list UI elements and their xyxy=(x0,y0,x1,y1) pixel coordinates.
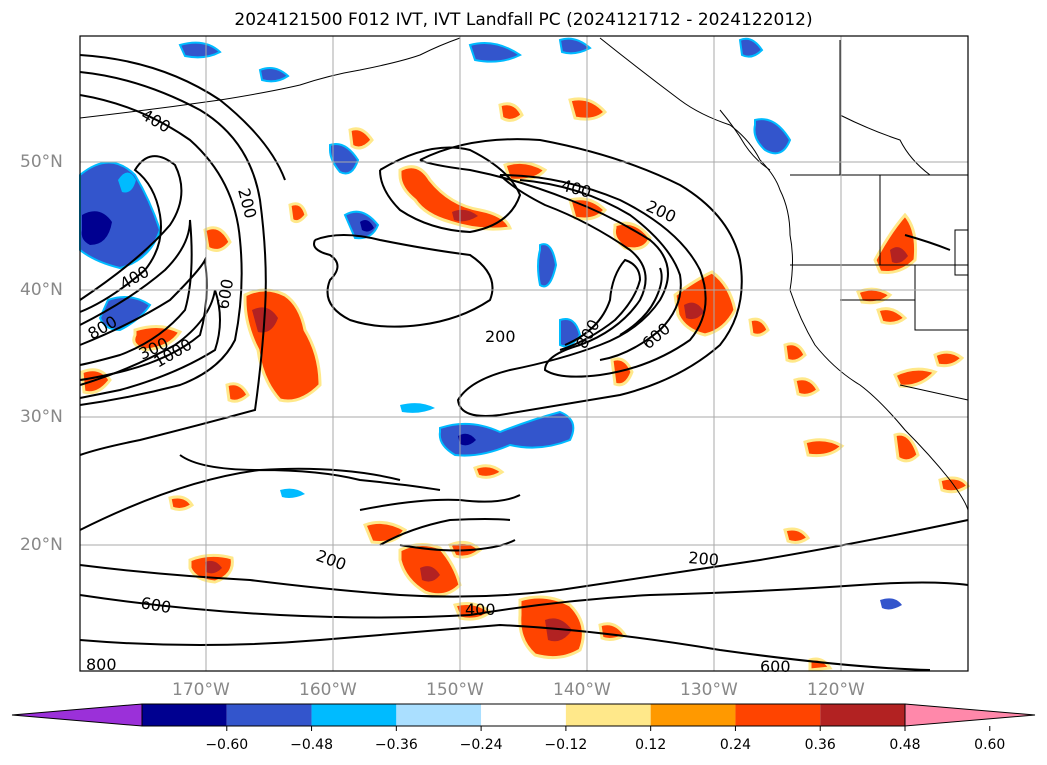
lon-label: 120°W xyxy=(807,680,865,700)
contour-label: 800 xyxy=(86,655,117,674)
colorbar-segment xyxy=(311,704,397,726)
lon-label: 160°W xyxy=(299,680,357,700)
contour-label: 200 xyxy=(688,548,720,570)
contour-label: 200 xyxy=(643,196,679,226)
contour-label: 200 xyxy=(485,327,516,346)
colorbar-tick-label: −0.24 xyxy=(459,737,503,753)
colorbar-segment xyxy=(565,704,651,726)
pc-fill-layer xyxy=(79,37,971,672)
colorbar-segment xyxy=(650,704,736,726)
colorbar-tick-label: −0.60 xyxy=(205,737,249,753)
colorbar-tick-label: −0.48 xyxy=(290,737,333,753)
lon-label: 130°W xyxy=(680,680,738,700)
colorbar-extend-high xyxy=(904,703,1036,727)
lon-label: 170°W xyxy=(172,680,230,700)
contour-label: 200 xyxy=(234,186,260,220)
map-frame xyxy=(79,35,969,672)
colorbar-tick-label: 0.24 xyxy=(719,737,752,753)
colorbar-segment xyxy=(820,704,905,726)
lon-label: 140°W xyxy=(553,680,611,700)
contour-label: 600 xyxy=(760,657,791,676)
lon-label: 150°W xyxy=(426,680,484,700)
ivt-contours xyxy=(79,54,969,671)
coastlines xyxy=(79,37,969,511)
contour-label: 400 xyxy=(138,105,174,137)
contour-label: 400 xyxy=(465,600,496,619)
lat-label: 30°N xyxy=(20,407,63,427)
colorbar-segment xyxy=(226,704,312,726)
colorbar-tick-label: −0.12 xyxy=(544,737,588,753)
colorbar xyxy=(11,703,1036,731)
colorbar-extend-low xyxy=(11,703,143,727)
contour-label: 200 xyxy=(314,546,349,574)
colorbar-tick-label: 0.60 xyxy=(974,737,1006,753)
lat-label: 50°N xyxy=(20,152,63,172)
colorbar-tick-label: −0.36 xyxy=(374,737,418,753)
colorbar-segment xyxy=(396,704,482,726)
colorbar-tick-label: 0.48 xyxy=(889,737,921,753)
lat-label: 40°N xyxy=(20,280,63,300)
colorbar-segment xyxy=(735,704,821,726)
colorbar-outline xyxy=(141,703,906,727)
contour-label: 600 xyxy=(213,277,237,310)
contour-label: 600 xyxy=(139,593,172,617)
graticule xyxy=(80,36,968,671)
colorbar-tick-label: 0.36 xyxy=(804,737,836,753)
colorbar-segment xyxy=(481,704,566,726)
lat-label: 20°N xyxy=(20,535,63,555)
contour-label: 600 xyxy=(638,319,674,353)
political-borders xyxy=(790,40,969,401)
map-title: 2024121500 F012 IVT, IVT Landfall PC (20… xyxy=(234,10,813,30)
colorbar-segment xyxy=(142,704,227,726)
colorbar-tick-label: 0.12 xyxy=(635,737,667,753)
